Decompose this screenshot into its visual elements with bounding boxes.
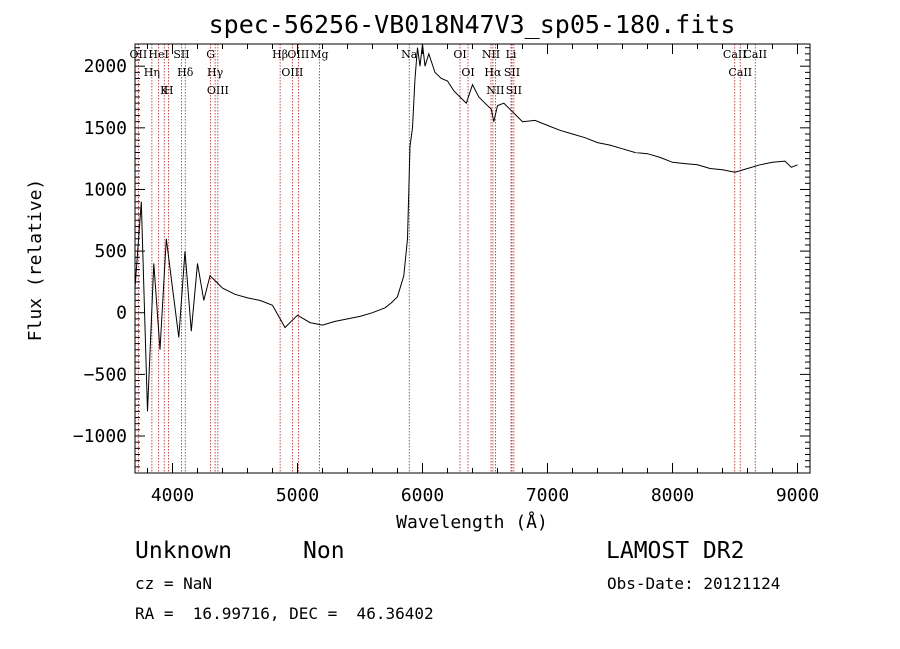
- line-label: OI: [461, 66, 474, 79]
- line-label: Hδ: [177, 66, 194, 79]
- line-label: Mg: [310, 48, 328, 61]
- spectral-line-markers: [137, 44, 756, 473]
- line-label: SII: [506, 84, 522, 97]
- y-axis-label: Flux (relative): [25, 179, 46, 342]
- obs-date: Obs-Date: 20121124: [607, 574, 781, 593]
- x-tick-label: 6000: [401, 485, 444, 506]
- line-label: Hβ: [272, 48, 288, 61]
- line-label: HeI: [148, 48, 168, 61]
- object-class: Unknown: [135, 538, 232, 564]
- y-tick-label: 2000: [84, 56, 127, 77]
- plot-frame: [134, 43, 811, 474]
- line-label: Li: [506, 48, 517, 61]
- survey-name: LAMOST DR2: [606, 538, 745, 564]
- line-label: OIII: [281, 66, 303, 79]
- line-label: CaII: [743, 48, 767, 61]
- x-axis: 4000 5000 6000 7000 8000 9000: [147, 44, 819, 506]
- spectrum-chart: spec-56256-VB018N47V3_sp05-180.fits OIIH…: [25, 10, 819, 533]
- line-label: Hη: [144, 66, 160, 79]
- x-tick-label: 8000: [651, 485, 694, 506]
- redshift-text: cz = NaN: [135, 574, 213, 593]
- y-tick-label: 1500: [84, 118, 127, 139]
- line-label: NII: [486, 84, 504, 97]
- line-label: Hγ: [207, 66, 224, 79]
- y-tick-label: 500: [94, 241, 127, 262]
- y-tick-label: −500: [84, 364, 127, 385]
- chart-title: spec-56256-VB018N47V3_sp05-180.fits: [209, 10, 736, 39]
- y-tick-label: 1000: [84, 179, 127, 200]
- line-label: H: [164, 84, 174, 97]
- line-label: K: [160, 84, 169, 97]
- line-label: SII: [504, 66, 520, 79]
- line-label: Na: [401, 48, 418, 61]
- line-label: NII: [482, 48, 500, 61]
- ra-dec-text: RA = 16.99716, DEC = 46.36402: [135, 604, 434, 623]
- line-label: Hα: [484, 66, 502, 79]
- line-label: SII: [173, 48, 189, 61]
- x-tick-label: 9000: [776, 485, 819, 506]
- y-axis: −1000 −500 0 500 1000 1500 2000: [73, 47, 810, 468]
- spectrum-line: [134, 43, 798, 412]
- y-tick-label: −1000: [73, 426, 127, 447]
- x-tick-label: 4000: [151, 485, 194, 506]
- line-label: OIII: [287, 48, 309, 61]
- line-label: G: [206, 48, 215, 61]
- line-label: CaII: [723, 48, 747, 61]
- line-label: OIII: [207, 84, 229, 97]
- x-tick-label: 7000: [526, 485, 569, 506]
- line-label: OI: [453, 48, 466, 61]
- y-tick-label: 0: [116, 303, 127, 324]
- x-axis-label: Wavelength (Å): [396, 511, 548, 533]
- line-label: CaII: [728, 66, 752, 79]
- object-subclass: Non: [303, 538, 345, 564]
- x-tick-label: 5000: [276, 485, 319, 506]
- line-label: OII: [130, 48, 148, 61]
